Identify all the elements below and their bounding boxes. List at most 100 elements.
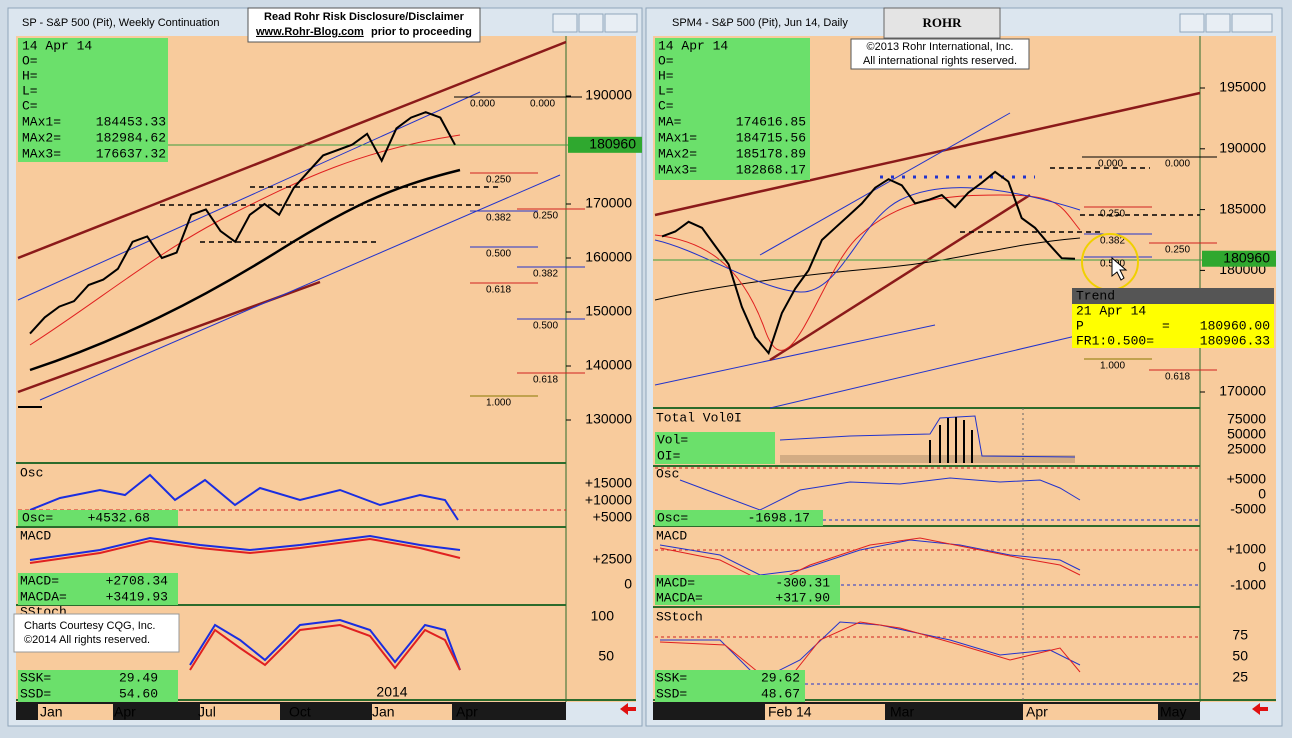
macd-label: MACD=	[20, 573, 59, 588]
last-price-box	[568, 136, 642, 153]
axis-label: 25000	[1227, 441, 1266, 457]
tooltip-label: FR1:0.500=	[1076, 333, 1154, 348]
fib-label: 0.250	[486, 175, 511, 186]
stoch-label: SSK=	[20, 670, 51, 685]
axis-label: 50000	[1227, 426, 1266, 442]
tooltip: Trend 21 Apr 14 P = 180960.00 FR1:0.500=…	[1072, 288, 1274, 348]
indicator-lines	[655, 415, 1200, 691]
axis-label: 0	[624, 576, 632, 592]
panel-label: Osc	[20, 465, 43, 480]
scroll-arrow[interactable]	[620, 703, 636, 715]
date-segment	[38, 704, 113, 720]
disclaimer[interactable]: Read Rohr Risk Disclosure/Disclaimer www…	[247, 7, 481, 43]
macd-value: +2708.34	[106, 573, 169, 588]
info-label: MA=	[658, 114, 682, 129]
right-window: SPM4 - S&P 500 (Pit), Jun 14, Daily ROHR…	[645, 7, 1283, 727]
info-label: C=	[658, 98, 674, 113]
date-segment	[200, 704, 280, 720]
osc-value: -1698.17	[748, 510, 810, 525]
last-price-label: 180960	[589, 136, 636, 152]
axis-label: +5000	[593, 509, 633, 525]
logo: ROHR	[923, 15, 963, 30]
macd-label: MACDA=	[656, 590, 703, 605]
y-tick-label: 130000	[585, 411, 632, 427]
tooltip-eq: =	[1162, 318, 1170, 333]
minimize-button[interactable]	[1179, 13, 1205, 33]
info-label: L=	[22, 83, 38, 98]
x-label: Jan	[40, 704, 63, 720]
stoch-box	[655, 670, 805, 702]
scroll-arrow[interactable]	[1252, 703, 1268, 715]
copyright-text: ©2013 Rohr International, Inc.	[867, 41, 1014, 53]
panel-label: Osc	[656, 466, 679, 481]
info-label: O=	[658, 53, 674, 68]
x-label: May	[1160, 704, 1186, 720]
panel-label: SStoch	[656, 609, 703, 624]
fib-label: 0.382	[533, 269, 558, 280]
axis-label: +1000	[1227, 541, 1267, 557]
fib-label: 0.250	[1100, 209, 1125, 220]
y-tick-label: 190000	[585, 87, 632, 103]
stoch-label: SSK=	[656, 670, 687, 685]
maximize-button[interactable]	[578, 13, 604, 33]
axis-label: 75000	[1227, 411, 1266, 427]
fib-label: 0.000	[1098, 159, 1123, 170]
disclaimer-text: Read Rohr Risk Disclosure/Disclaimer	[264, 11, 465, 23]
stoch-value: 29.49	[119, 670, 158, 685]
info-label: MAx1=	[658, 130, 697, 145]
stoch-label: SSD=	[20, 686, 51, 701]
fib-label: 0.250	[1165, 245, 1190, 256]
close-button[interactable]	[604, 13, 638, 33]
info-label: H=	[22, 68, 38, 83]
tooltip-header: Trend	[1076, 288, 1115, 303]
info-label: C=	[22, 98, 38, 113]
macd-value: +3419.93	[106, 589, 168, 604]
vol-box	[655, 432, 775, 464]
info-label: MAx3=	[22, 146, 61, 161]
axis-label: 50	[598, 648, 614, 664]
copyright-text: All international rights reserved.	[863, 55, 1017, 67]
macd-label: MACDA=	[20, 589, 67, 604]
macd-label: MACD=	[656, 575, 695, 590]
price-series: 190000 170000 160000 150000 140000 130000 1809…	[29, 87, 642, 427]
vol-label: Vol=	[657, 432, 688, 447]
close-button[interactable]	[1231, 13, 1273, 33]
stoch-box	[18, 670, 178, 702]
date-segment	[765, 704, 885, 720]
y-tick-label: 185000	[1219, 200, 1266, 216]
maximize-button[interactable]	[1205, 13, 1231, 33]
fib-label: 1.000	[486, 398, 511, 409]
fib-label: 0.500	[533, 321, 558, 332]
axis-label: 50	[1232, 648, 1248, 664]
axis-label: 0	[1258, 559, 1266, 575]
info-label: O=	[22, 53, 38, 68]
date-segment	[372, 704, 452, 720]
last-price-label: 180960	[1223, 249, 1270, 265]
year-label: 2014	[376, 684, 407, 700]
y-tick-label: 170000	[585, 195, 632, 211]
window-title: SPM4 - S&P 500 (Pit), Jun 14, Daily	[672, 17, 848, 29]
fib-label: 0.618	[486, 285, 511, 296]
minimize-button[interactable]	[552, 13, 578, 33]
disclaimer-link[interactable]: www.Rohr-Blog.com	[255, 26, 364, 38]
info-value: 182868.17	[736, 162, 806, 177]
fib-label: 0.000	[530, 99, 555, 110]
price-line	[29, 111, 456, 335]
y-tick-label: 190000	[1219, 140, 1266, 156]
axis-label: +15000	[585, 475, 632, 491]
tooltip-value: 180906.33	[1200, 333, 1270, 348]
y-tick-label: 160000	[585, 249, 632, 265]
fib-label: 0.500	[486, 249, 511, 260]
fib-label: 0.000	[470, 99, 495, 110]
fib-label: 1.000	[1100, 361, 1125, 372]
info-value: 182984.62	[96, 130, 166, 145]
axis-label: +5000	[1227, 471, 1267, 487]
date-segment	[1023, 704, 1158, 720]
y-tick-label: 195000	[1219, 79, 1266, 95]
trend-lines	[17, 40, 636, 408]
panel-label: MACD	[656, 528, 687, 543]
info-box: 14 Apr 14 O= H= L= C= MAx1= 184453.33 MA…	[18, 38, 168, 162]
fib-label: 0.618	[533, 375, 558, 386]
info-label: H=	[658, 68, 674, 83]
